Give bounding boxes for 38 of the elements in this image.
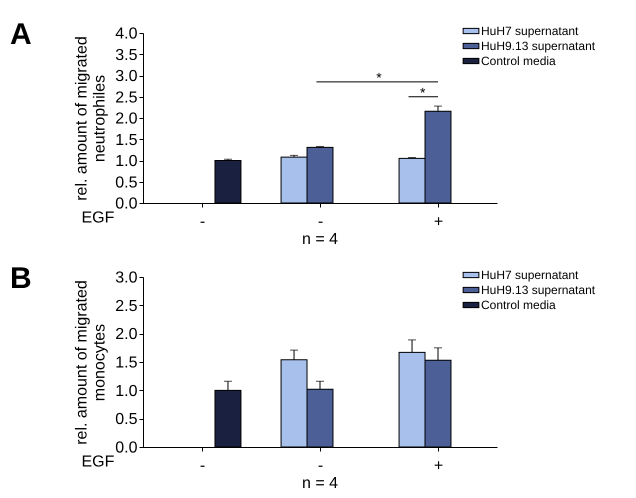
x-axis-title: EGF xyxy=(82,210,115,226)
y-tick-label: 0.5 xyxy=(115,174,138,192)
legend-label: HuH9.13 supernatant xyxy=(481,39,596,53)
text: n = 4 xyxy=(302,231,338,248)
y-tick-label: 2.5 xyxy=(115,298,138,315)
x-tick-label: - xyxy=(200,458,206,474)
x-tick-label: + xyxy=(434,214,444,230)
x-tick-label: - xyxy=(318,458,324,474)
y-tick-label: 4.0 xyxy=(115,26,138,42)
legend-label: HuH7 supernatant xyxy=(481,24,580,38)
y-tick-label: 2.5 xyxy=(115,89,138,106)
text: n = 4 xyxy=(302,475,338,492)
y-tick-label: 1.0 xyxy=(115,382,138,400)
chart-title: A xyxy=(10,18,32,51)
y-tick-label: 0.5 xyxy=(115,411,138,428)
y-tick-label: 3.0 xyxy=(115,270,138,286)
annotation: * xyxy=(376,69,382,86)
y-tick-label: 3.5 xyxy=(115,46,138,64)
y-tick-label: 2.0 xyxy=(115,326,138,344)
legend-label: Control media xyxy=(481,54,556,68)
y-tick-label: 0.0 xyxy=(115,196,138,212)
legend-label: HuH9.13 supernatant xyxy=(481,283,596,297)
x-tick-label: - xyxy=(318,214,324,230)
annotation: * xyxy=(420,84,426,100)
legend-label: Control media xyxy=(481,298,556,312)
y-tick-label: 1.0 xyxy=(115,153,138,170)
y-axis-title: rel. amount of migrated neutrophiles xyxy=(73,36,108,201)
x-tick-label: - xyxy=(200,214,206,230)
x-tick-label: + xyxy=(434,458,444,474)
y-axis-title: rel. amount of migrated monocytes xyxy=(73,280,108,445)
legend-label: HuH7 supernatant xyxy=(481,268,580,282)
chart-title: B xyxy=(10,262,32,295)
y-tick-label: 3.0 xyxy=(115,68,138,85)
y-tick-label: 1.5 xyxy=(115,132,138,149)
y-tick-label: 2.0 xyxy=(115,110,138,128)
y-tick-label: 1.5 xyxy=(115,354,138,372)
x-axis-title: EGF xyxy=(82,454,115,470)
y-tick-label: 0.0 xyxy=(115,440,138,456)
